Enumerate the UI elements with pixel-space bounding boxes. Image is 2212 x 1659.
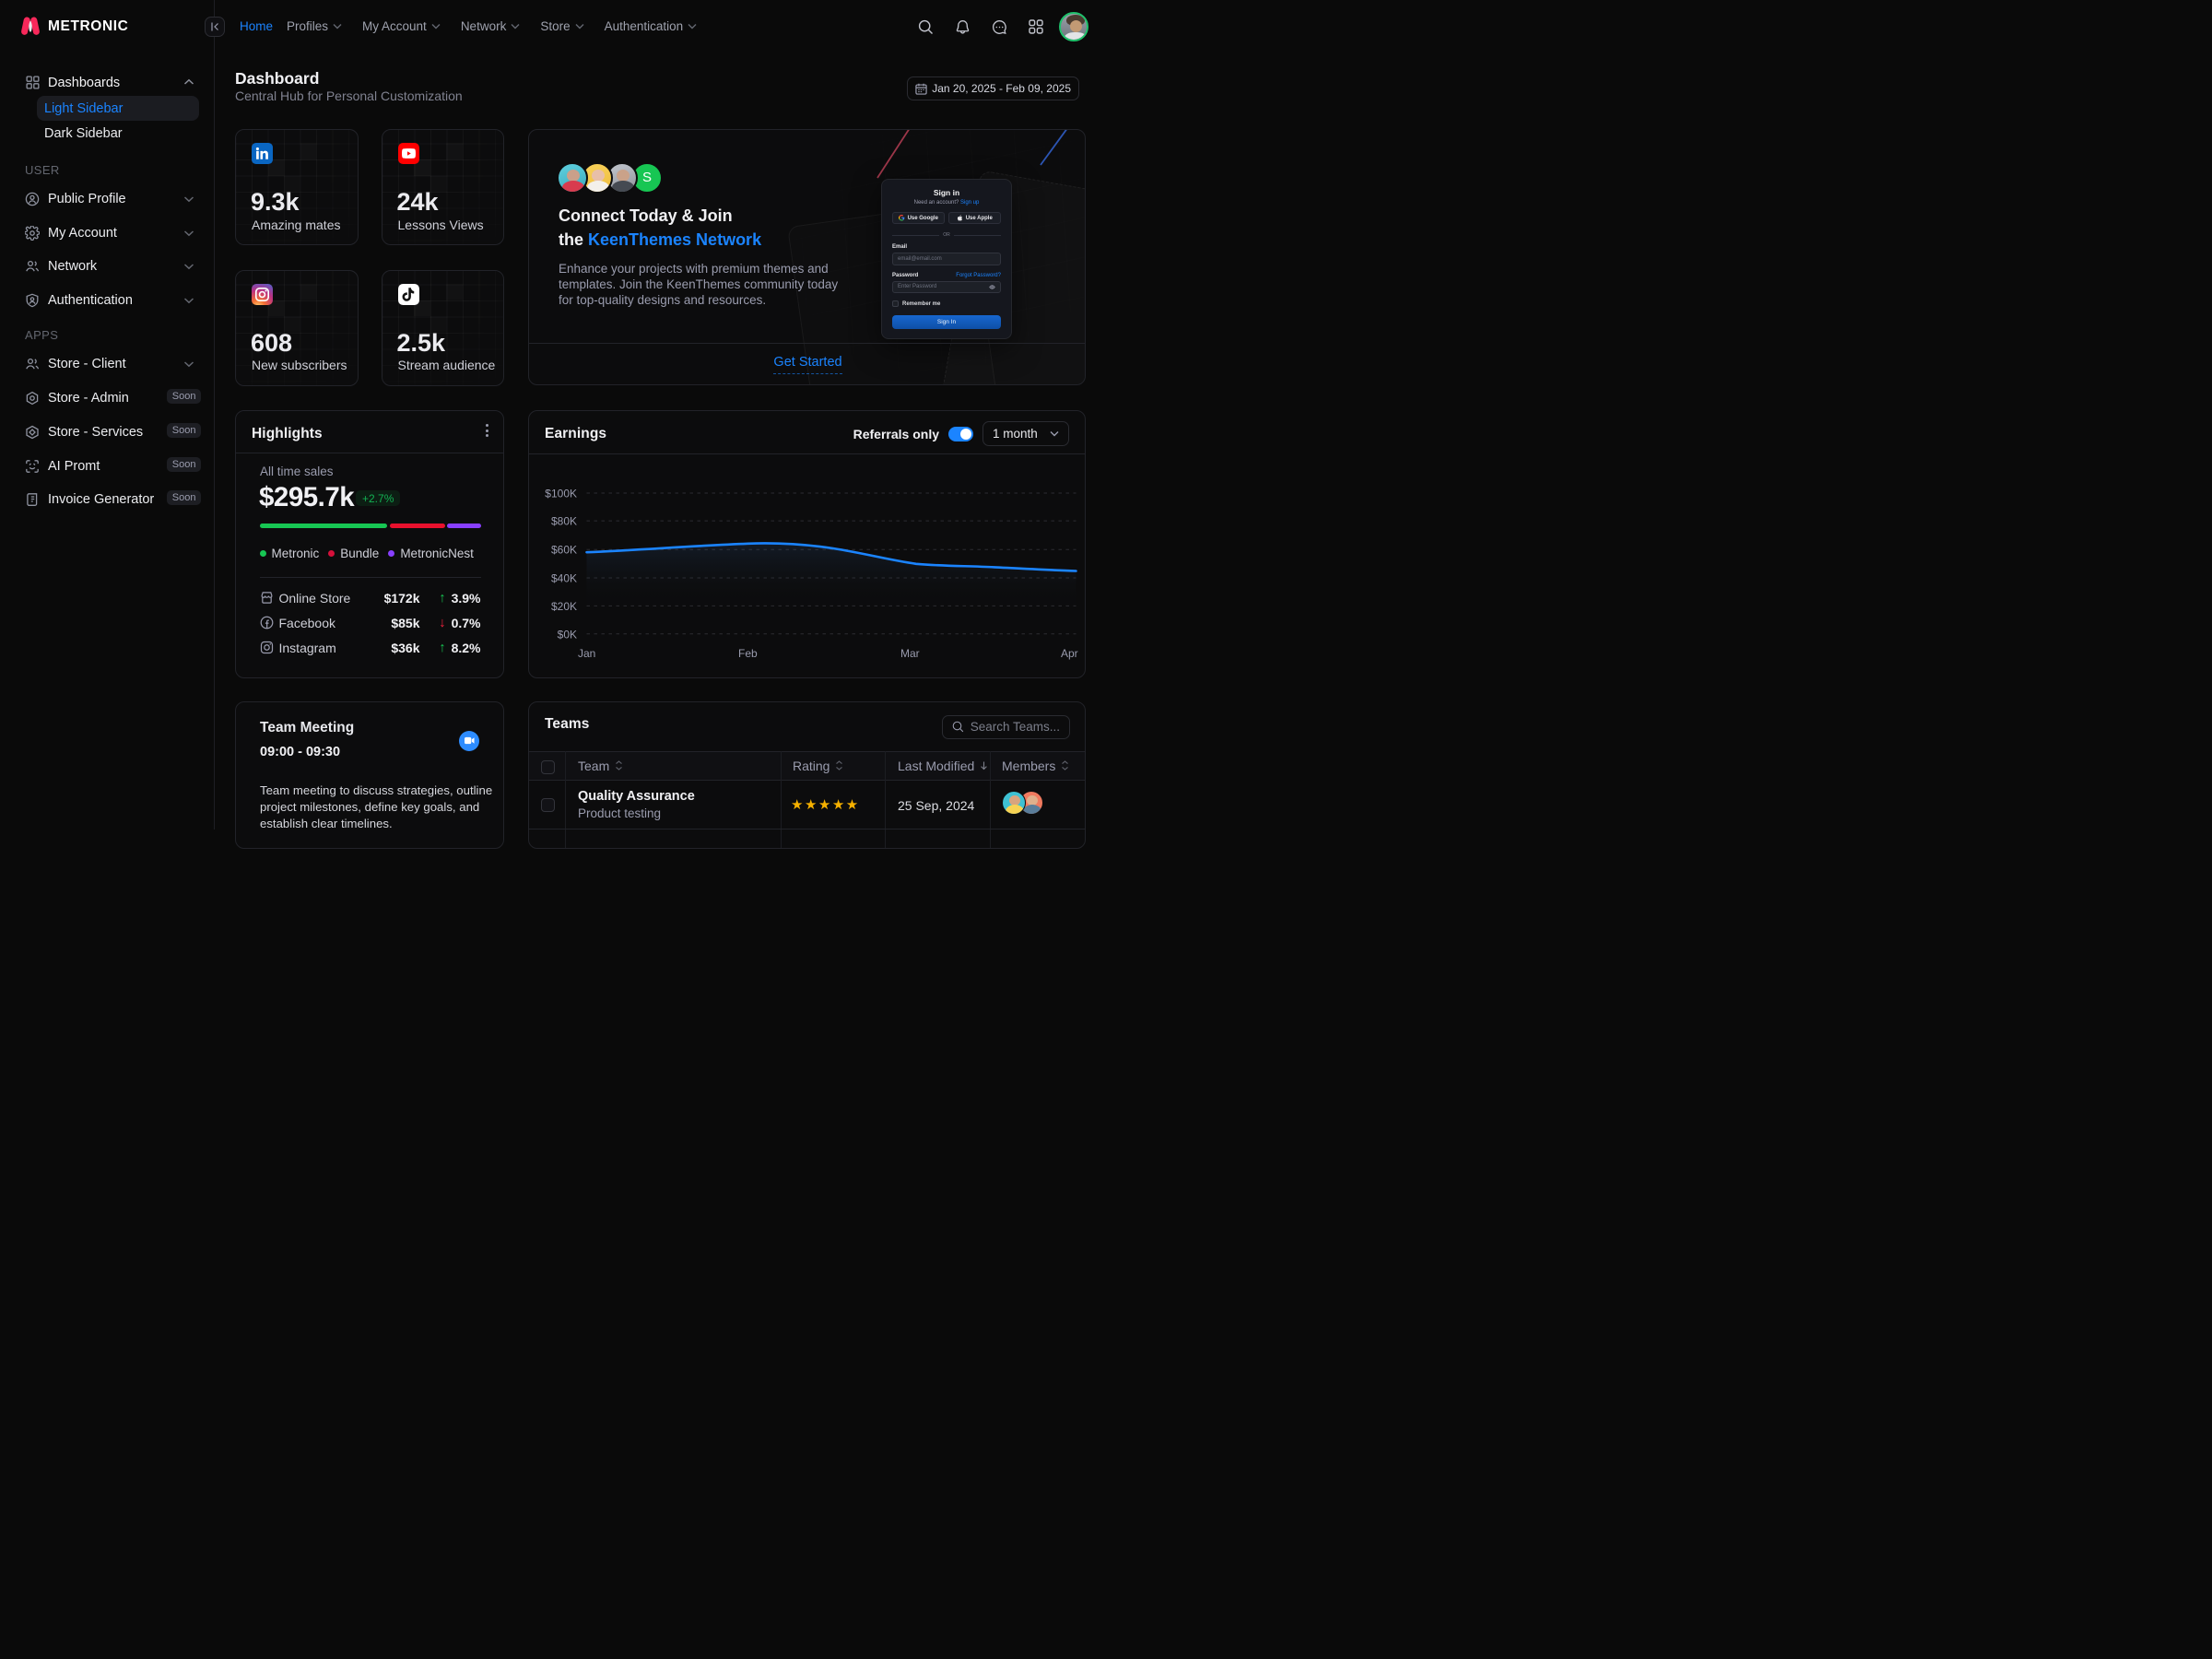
- svg-text:Mar: Mar: [900, 647, 920, 660]
- svg-text:$20K: $20K: [551, 600, 577, 613]
- svg-text:Apr: Apr: [1061, 647, 1078, 660]
- svg-text:$40K: $40K: [551, 572, 577, 585]
- svg-text:$0K: $0K: [558, 628, 577, 641]
- svg-text:$80K: $80K: [551, 515, 577, 528]
- svg-text:Jan: Jan: [578, 647, 595, 660]
- svg-text:Feb: Feb: [738, 647, 758, 660]
- svg-text:$100K: $100K: [545, 488, 577, 500]
- svg-text:$60K: $60K: [551, 544, 577, 557]
